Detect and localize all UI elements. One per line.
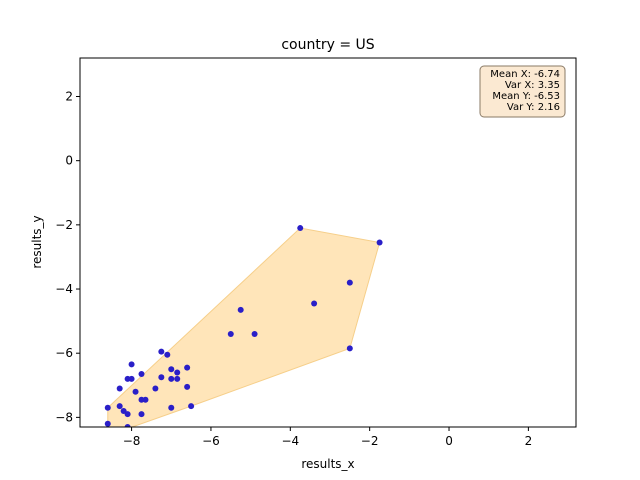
data-point <box>376 239 383 246</box>
stats-box-background <box>479 65 566 118</box>
data-point <box>297 225 304 232</box>
data-point <box>184 383 191 390</box>
data-point <box>164 351 171 358</box>
data-point <box>174 369 181 376</box>
stats-box: Mean X: -6.74 Var X: 3.35 Mean Y: -6.53 … <box>479 65 566 118</box>
plot-frame <box>79 57 577 428</box>
data-point <box>174 375 181 382</box>
data-point <box>168 375 175 382</box>
y-axis: −8 −6 −4 −2 0 2 <box>55 90 80 424</box>
data-point <box>168 366 175 373</box>
data-point <box>132 388 139 395</box>
data-point <box>138 411 145 418</box>
x-tick-label: −2 <box>361 434 379 448</box>
y-tick-label: −2 <box>55 218 73 232</box>
data-point <box>152 385 159 392</box>
data-point <box>142 396 149 403</box>
y-tick-label: 0 <box>65 154 73 168</box>
x-tick-label: 0 <box>445 434 453 448</box>
chart-title: country = US <box>281 37 374 53</box>
data-point <box>104 420 111 427</box>
data-point <box>158 374 165 381</box>
data-point <box>168 404 175 411</box>
data-point <box>184 364 191 371</box>
x-tick-label: −4 <box>281 434 299 448</box>
y-tick-label: −6 <box>55 346 73 360</box>
stats-var-y: Var Y: 2.16 <box>507 102 560 113</box>
data-point <box>158 348 165 355</box>
data-point <box>104 404 111 411</box>
data-point <box>116 403 123 410</box>
x-tick-label: −8 <box>123 434 141 448</box>
stats-mean-x: Mean X: -6.74 <box>490 69 560 80</box>
y-tick-label: −4 <box>55 282 73 296</box>
data-point <box>128 361 135 368</box>
data-point <box>237 306 244 313</box>
y-tick-label: 2 <box>65 90 73 104</box>
data-point <box>227 330 234 337</box>
y-tick-label: −8 <box>55 410 73 424</box>
data-point <box>346 279 353 286</box>
hull-layer <box>107 227 381 427</box>
stats-var-x: Var X: 3.35 <box>505 80 560 91</box>
data-point <box>124 424 131 427</box>
data-point <box>138 371 145 378</box>
y-axis-label: results_y <box>30 215 44 268</box>
data-point <box>311 300 318 307</box>
x-axis-label: results_x <box>301 457 354 471</box>
data-point <box>188 403 195 410</box>
data-point <box>251 330 258 337</box>
x-axis: −8 −6 −4 −2 0 2 <box>123 427 532 448</box>
x-tick-label: 2 <box>525 434 533 448</box>
data-point <box>120 407 127 414</box>
data-point <box>128 375 135 382</box>
stats-mean-y: Mean Y: -6.53 <box>492 91 560 102</box>
data-point <box>116 385 123 392</box>
data-point <box>346 345 353 352</box>
x-tick-label: −6 <box>202 434 220 448</box>
data-point <box>124 411 131 418</box>
convex-hull-area <box>107 227 381 427</box>
points-layer <box>104 225 383 427</box>
